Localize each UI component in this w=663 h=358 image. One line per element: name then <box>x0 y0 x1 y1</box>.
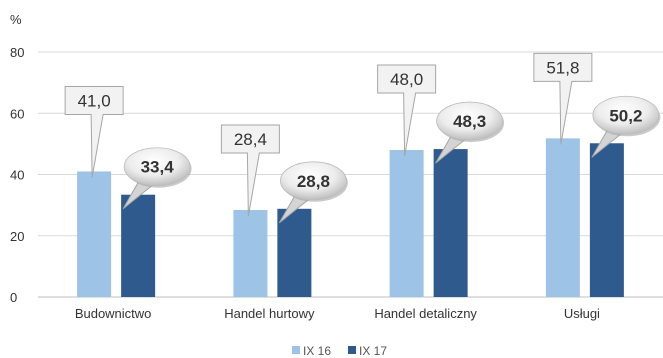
data-label: 28,4 <box>220 124 280 217</box>
callout-oval <box>123 147 191 187</box>
callout-oval <box>592 95 660 135</box>
data-label-text: 28,4 <box>234 130 267 149</box>
legend-label: IX 16 <box>303 344 331 358</box>
data-label-text: 51,8 <box>546 58 579 77</box>
data-label: 48,3 <box>435 101 505 164</box>
bar <box>389 150 424 297</box>
data-label-text: 41,0 <box>78 91 111 110</box>
y-tick-label: 80 <box>10 45 24 60</box>
callout-box <box>64 85 124 178</box>
x-tick-label: Budownictwo <box>75 306 152 321</box>
callout-oval <box>436 101 504 141</box>
y-tick-label: 20 <box>10 229 24 244</box>
data-label-callouts: 41,0 33,4 28,4 28,8 48,0 48,3 51,8 50,2 <box>64 52 661 224</box>
legend-swatch <box>292 346 300 354</box>
data-label-text: 50,2 <box>609 106 642 125</box>
legend: IX 16 IX 17 <box>292 344 387 358</box>
data-label: 41,0 <box>64 85 124 178</box>
y-axis-ticks: 0 20 40 60 80 <box>10 45 24 305</box>
bar <box>589 143 624 297</box>
data-label: 48,0 <box>377 64 437 157</box>
bar <box>277 208 312 297</box>
data-label-text: 48,0 <box>390 70 423 89</box>
data-label-text: 48,3 <box>453 112 486 131</box>
callout-box <box>533 52 593 145</box>
x-tick-label: Handel hurtowy <box>224 306 315 321</box>
data-label-text: 33,4 <box>141 158 175 177</box>
x-tick-label: Handel detaliczny <box>374 306 477 321</box>
data-label: 28,8 <box>278 161 348 224</box>
bar <box>233 210 268 297</box>
data-label: 33,4 <box>122 147 192 210</box>
x-axis-labels: Budownictwo Handel hurtowy Handel detalicz… <box>75 306 600 321</box>
x-tick-label: Usługi <box>564 306 600 321</box>
data-label-text: 28,8 <box>297 172 330 191</box>
y-tick-label: 60 <box>10 106 24 121</box>
bar <box>433 149 468 297</box>
legend-label: IX 17 <box>359 344 387 358</box>
callout-box <box>377 64 437 157</box>
y-axis-unit-label: % <box>10 12 22 27</box>
y-tick-label: 40 <box>10 168 24 183</box>
bar <box>77 171 112 297</box>
bar <box>545 138 580 297</box>
legend-swatch <box>348 346 356 354</box>
callout-box <box>220 124 280 217</box>
callout-oval <box>279 161 347 201</box>
bar <box>121 194 156 297</box>
data-label: 50,2 <box>591 95 661 158</box>
y-tick-label: 0 <box>10 290 17 305</box>
bars <box>77 138 624 297</box>
data-label: 51,8 <box>533 52 593 145</box>
